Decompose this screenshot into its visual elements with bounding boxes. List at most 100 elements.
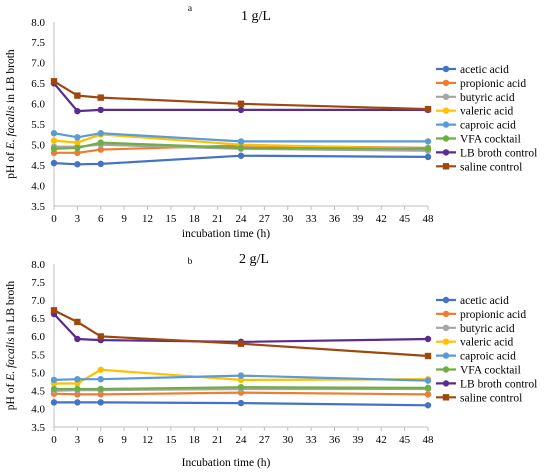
y-axis-label-part: E. facalis [5,105,17,150]
legend-marker [442,338,450,345]
legend-marker [442,352,450,359]
y-axis-label-part: in LB broth [5,281,17,338]
data-point [74,399,81,406]
x-tick-label: 6 [98,434,104,446]
legend-label: caproic acid [460,351,516,363]
legend-marker [442,65,450,73]
legend-label: propionic acid [460,78,526,90]
data-point [424,391,432,398]
legend-marker [442,310,450,318]
y-tick-label: 7.5 [31,277,45,289]
legend-label: caproic acid [460,120,516,132]
legend-marker [442,149,450,156]
x-tick-label: 45 [399,213,411,225]
data-point [424,335,432,343]
x-tick-label: 48 [423,434,435,446]
data-point [424,138,432,145]
legend-marker [442,135,450,142]
data-point [74,134,81,141]
x-tick-label: 33 [306,213,318,225]
y-tick-label: 4.0 [31,404,45,416]
data-point [50,78,58,85]
x-tick-label: 18 [189,213,201,225]
data-point [237,340,245,347]
y-tick-label: 3.5 [31,201,45,213]
x-tick-label: 39 [352,213,364,225]
x-tick-label: 27 [259,213,271,225]
data-point [50,130,58,137]
legend-marker [442,394,450,401]
y-tick-label: 5.5 [31,349,45,361]
data-point [74,318,81,326]
data-point [97,333,104,340]
legend-label: acetic acid [460,295,509,307]
legend-label: propionic acid [460,309,526,321]
data-point [50,137,58,144]
panel-letter: a [188,4,193,14]
chart-title: 2 g/L [239,252,269,267]
data-point [50,376,58,384]
x-tick-label: 33 [306,434,318,446]
legend-label: LB broth control [460,147,537,159]
x-tick-label: 15 [165,213,177,225]
y-axis-label: pH of E. facalis in LB broth [5,49,17,179]
data-point [424,105,432,113]
data-point [74,161,81,168]
x-tick-label: 0 [51,434,57,446]
y-tick-label: 7.0 [31,295,45,307]
data-point [97,399,104,406]
data-point [237,138,245,145]
y-axis-label-part: pH of [5,149,17,178]
data-point [50,399,58,406]
x-tick-label: 15 [165,434,177,446]
legend-label: butyric acid [460,323,515,335]
data-point [97,139,104,146]
y-axis-label: pH of E. facalis in LB broth [5,281,17,411]
x-tick-label: 30 [282,434,294,446]
data-point [424,402,432,409]
x-tick-label: 3 [75,434,81,446]
data-point [74,335,81,343]
x-tick-label: 6 [98,213,104,225]
legend-label: saline control [460,392,522,404]
data-point [74,375,81,383]
y-tick-label: 6.5 [31,313,45,325]
x-tick-label: 12 [142,434,153,446]
x-tick-label: 48 [423,213,435,225]
data-point [237,372,245,379]
data-point [74,139,81,146]
x-tick-label: 39 [352,434,364,446]
x-tick-label: 27 [259,434,271,446]
data-point [424,377,432,384]
legend-label: valeric acid [460,106,514,118]
legend-marker [442,121,450,128]
x-tick-label: 3 [75,213,81,225]
legend-marker [442,163,450,170]
x-tick-label: 24 [236,213,248,225]
x-tick-label: 45 [399,434,411,446]
legend-marker [442,107,450,114]
x-tick-label: 30 [282,213,294,225]
legend-marker [442,93,450,101]
data-point [74,149,81,157]
y-tick-label: 8.0 [31,259,45,271]
y-tick-label: 4.5 [31,386,45,398]
legend-label: LB broth control [460,378,537,390]
legend-marker [442,366,450,373]
chart-title: 1 g/L [241,9,271,24]
legend-label: saline control [460,161,522,173]
y-tick-label: 8.0 [31,17,45,29]
legend-label: butyric acid [460,92,515,104]
data-point [50,145,58,152]
legend-label: acetic acid [460,64,509,76]
x-tick-label: 21 [212,213,223,225]
legend-label: valeric acid [460,337,514,349]
x-tick-label: 24 [236,434,248,446]
y-tick-label: 3.5 [31,422,45,434]
x-axis-label: Incubation time (h) [182,457,271,469]
y-tick-label: 6.5 [31,78,45,90]
data-point [97,106,104,114]
y-axis-label-part: pH of [5,381,17,410]
data-point [237,106,245,114]
